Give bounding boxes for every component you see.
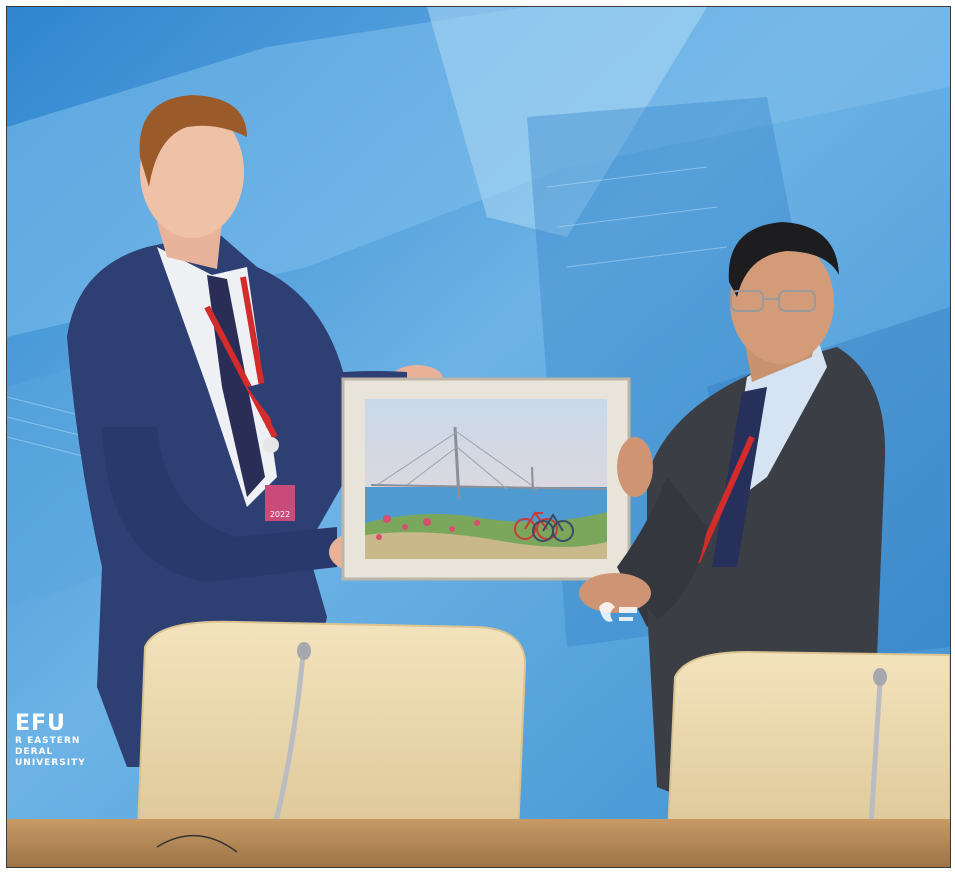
man-right-hair bbox=[728, 222, 839, 297]
svg-text:2022: 2022 bbox=[270, 510, 290, 519]
man-right-glasses bbox=[730, 290, 816, 312]
table bbox=[7, 819, 950, 867]
backdrop-logo-right bbox=[599, 602, 637, 622]
man-right-face bbox=[730, 240, 834, 364]
painting-bicycles bbox=[514, 511, 558, 540]
man-right-lanyard bbox=[694, 435, 755, 564]
logo-left-line3: DERAL bbox=[15, 747, 54, 757]
man-left-arm bbox=[102, 427, 337, 582]
chair-left bbox=[135, 620, 527, 858]
man-right-hand-top bbox=[617, 437, 653, 497]
painting bbox=[341, 377, 631, 581]
logo-left-line4: UNIVERSITY bbox=[15, 758, 86, 768]
logo-left-line2: R EASTERN bbox=[15, 736, 81, 746]
man-right-suit bbox=[647, 347, 886, 667]
logo-left-line1: EFU bbox=[15, 711, 66, 736]
photo-frame: 2022 bbox=[6, 6, 951, 868]
man-left-badge bbox=[265, 485, 295, 521]
photo-scene: 2022 bbox=[7, 7, 950, 867]
man-right-tie bbox=[712, 387, 767, 567]
backdrop-shape bbox=[427, 7, 707, 237]
man-left-hair bbox=[139, 95, 247, 187]
man-right bbox=[579, 222, 886, 807]
backdrop-logo-left: EFU R EASTERN DERAL UNIVERSITY bbox=[15, 713, 86, 768]
man-right-hand bbox=[579, 573, 651, 613]
